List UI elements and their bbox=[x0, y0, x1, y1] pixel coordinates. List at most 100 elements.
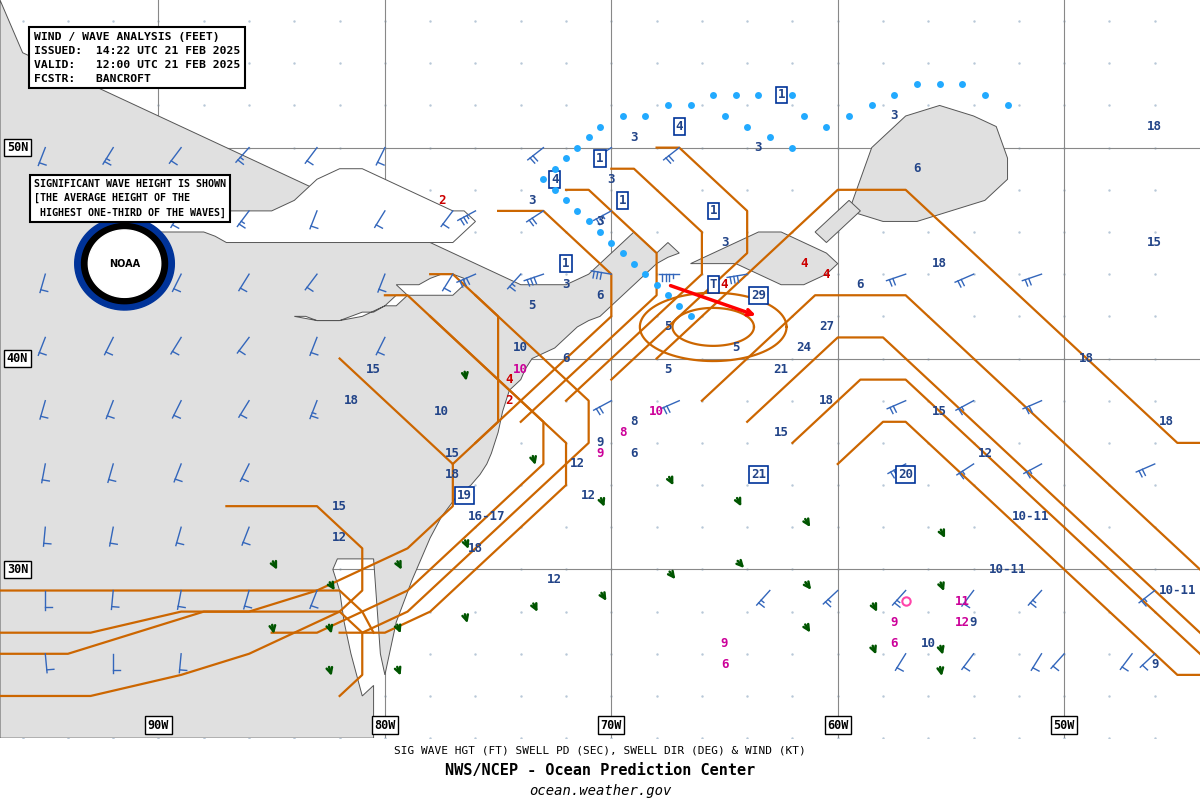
Text: 4: 4 bbox=[721, 279, 728, 291]
Polygon shape bbox=[0, 0, 679, 738]
Text: 11: 11 bbox=[955, 595, 970, 607]
Text: 18: 18 bbox=[1079, 352, 1094, 365]
Text: 16-17: 16-17 bbox=[468, 510, 505, 523]
Text: 10-11: 10-11 bbox=[1159, 584, 1196, 597]
Text: 6: 6 bbox=[563, 352, 570, 365]
Polygon shape bbox=[396, 275, 464, 295]
Polygon shape bbox=[294, 295, 408, 321]
Text: 5: 5 bbox=[528, 299, 536, 312]
Text: 4: 4 bbox=[505, 373, 514, 386]
Text: NOAA: NOAA bbox=[109, 259, 140, 269]
Text: 19: 19 bbox=[457, 489, 472, 502]
Text: 2: 2 bbox=[438, 194, 445, 207]
Text: 3: 3 bbox=[721, 236, 728, 249]
Text: 50W: 50W bbox=[1054, 719, 1075, 732]
Text: 10-11: 10-11 bbox=[989, 563, 1026, 576]
Text: 12: 12 bbox=[955, 615, 970, 629]
Text: WIND / WAVE ANALYSIS (FEET)
ISSUED:  14:22 UTC 21 FEB 2025
VALID:   12:00 UTC 21: WIND / WAVE ANALYSIS (FEET) ISSUED: 14:2… bbox=[34, 32, 240, 84]
Polygon shape bbox=[815, 200, 860, 243]
Text: 40N: 40N bbox=[7, 352, 28, 365]
Text: 3: 3 bbox=[563, 279, 570, 291]
Text: 9: 9 bbox=[596, 437, 604, 449]
Text: 20: 20 bbox=[898, 468, 913, 481]
Text: 4: 4 bbox=[676, 120, 683, 133]
Text: 15: 15 bbox=[932, 405, 947, 418]
Text: 5: 5 bbox=[664, 320, 672, 334]
Text: 3: 3 bbox=[630, 131, 637, 144]
Text: 3: 3 bbox=[596, 215, 604, 228]
Text: 9: 9 bbox=[970, 615, 977, 629]
Polygon shape bbox=[690, 232, 838, 285]
Text: 1: 1 bbox=[596, 152, 604, 164]
Text: 18: 18 bbox=[1147, 120, 1163, 133]
Text: 70W: 70W bbox=[601, 719, 622, 732]
Polygon shape bbox=[82, 223, 168, 304]
Text: 90W: 90W bbox=[148, 719, 169, 732]
Text: 18: 18 bbox=[932, 257, 947, 271]
Text: 15: 15 bbox=[332, 500, 347, 512]
Text: 1: 1 bbox=[619, 194, 626, 207]
Text: 5: 5 bbox=[664, 362, 672, 376]
Text: 6: 6 bbox=[913, 162, 920, 176]
Text: 6: 6 bbox=[890, 637, 898, 650]
Text: 80W: 80W bbox=[374, 719, 396, 732]
Text: 1: 1 bbox=[778, 89, 785, 101]
Text: 9: 9 bbox=[721, 637, 728, 650]
Text: 3: 3 bbox=[528, 194, 536, 207]
Text: 10: 10 bbox=[434, 405, 449, 418]
Text: 15: 15 bbox=[445, 447, 461, 460]
Text: 21: 21 bbox=[774, 362, 788, 376]
Text: 9: 9 bbox=[1151, 658, 1158, 671]
Text: 3: 3 bbox=[890, 109, 898, 123]
Text: SIG WAVE HGT (FT) SWELL PD (SEC), SWELL DIR (DEG) & WIND (KT): SIG WAVE HGT (FT) SWELL PD (SEC), SWELL … bbox=[394, 745, 806, 755]
Text: 4: 4 bbox=[551, 172, 558, 186]
Text: 6: 6 bbox=[596, 289, 604, 302]
Text: 8: 8 bbox=[619, 426, 626, 439]
Text: 6: 6 bbox=[630, 447, 637, 460]
Text: 10: 10 bbox=[649, 405, 664, 418]
Text: 18: 18 bbox=[468, 542, 482, 555]
Text: 15: 15 bbox=[1147, 236, 1163, 249]
Text: 60W: 60W bbox=[827, 719, 848, 732]
Polygon shape bbox=[850, 105, 1008, 222]
Text: 12: 12 bbox=[570, 457, 584, 471]
Text: 30N: 30N bbox=[7, 563, 28, 576]
Text: 8: 8 bbox=[630, 415, 637, 429]
Text: 21: 21 bbox=[751, 468, 766, 481]
Text: 9: 9 bbox=[890, 615, 898, 629]
Polygon shape bbox=[74, 217, 174, 310]
Text: T: T bbox=[709, 279, 716, 291]
Text: 18: 18 bbox=[1158, 415, 1174, 429]
Text: 12: 12 bbox=[978, 447, 992, 460]
Text: 10: 10 bbox=[514, 362, 528, 376]
Text: 18: 18 bbox=[343, 394, 359, 407]
Text: 18: 18 bbox=[818, 394, 834, 407]
Text: SIGNIFICANT WAVE HEIGHT IS SHOWN
[THE AVERAGE HEIGHT OF THE
 HIGHEST ONE-THIRD O: SIGNIFICANT WAVE HEIGHT IS SHOWN [THE AV… bbox=[34, 180, 226, 218]
Text: NWS/NCEP - Ocean Prediction Center: NWS/NCEP - Ocean Prediction Center bbox=[445, 763, 755, 778]
Text: 12: 12 bbox=[332, 531, 347, 544]
Text: 4: 4 bbox=[800, 257, 808, 271]
Polygon shape bbox=[113, 168, 475, 243]
Text: 18: 18 bbox=[445, 468, 461, 481]
Text: 50N: 50N bbox=[7, 141, 28, 154]
Text: 29: 29 bbox=[751, 289, 766, 302]
Text: 3: 3 bbox=[607, 172, 616, 186]
Text: 5: 5 bbox=[732, 342, 739, 354]
Text: ocean.weather.gov: ocean.weather.gov bbox=[529, 784, 671, 798]
Text: 9: 9 bbox=[596, 447, 604, 460]
Text: 4: 4 bbox=[823, 267, 830, 281]
Text: 10: 10 bbox=[920, 637, 936, 650]
Text: 10: 10 bbox=[514, 342, 528, 354]
Text: 24: 24 bbox=[797, 342, 811, 354]
Text: 3: 3 bbox=[755, 141, 762, 154]
Text: 6: 6 bbox=[857, 279, 864, 291]
Text: 12: 12 bbox=[581, 489, 596, 502]
Text: 2: 2 bbox=[505, 394, 514, 407]
Text: 1: 1 bbox=[563, 257, 570, 271]
Text: 15: 15 bbox=[366, 362, 382, 376]
Text: 15: 15 bbox=[774, 426, 788, 439]
Text: 10-11: 10-11 bbox=[1012, 510, 1049, 523]
Polygon shape bbox=[89, 230, 161, 298]
Text: 1: 1 bbox=[709, 204, 716, 217]
Text: 12: 12 bbox=[547, 574, 563, 587]
